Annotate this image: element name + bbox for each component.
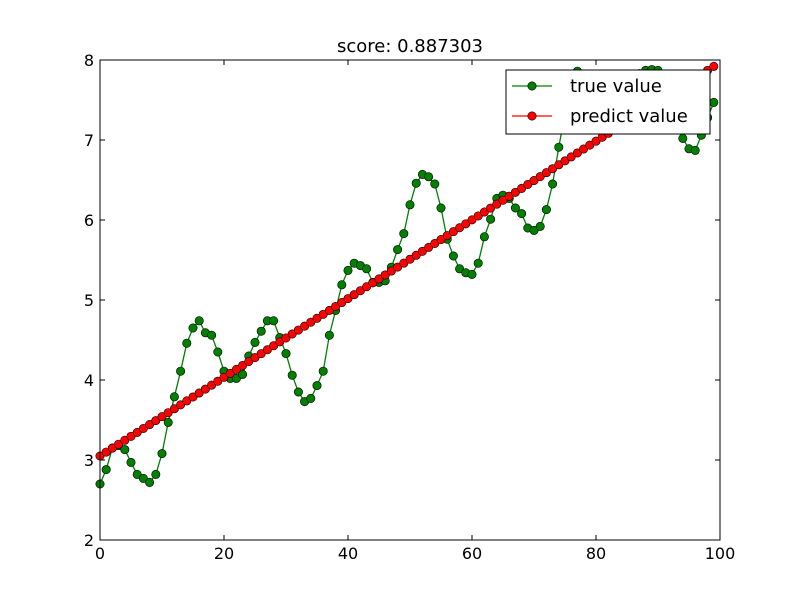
true-value-point	[510, 203, 520, 213]
y-tick-label: 3	[84, 451, 94, 470]
legend-true-marker	[527, 81, 537, 91]
legend-true-label: true value	[570, 76, 662, 97]
true-value-point	[238, 369, 248, 379]
plot-area	[100, 60, 720, 540]
true-value-point	[535, 221, 545, 231]
true-value-point	[479, 232, 489, 242]
y-tick-label: 7	[84, 131, 94, 150]
true-value-point	[678, 133, 688, 143]
y-tick-label: 4	[84, 371, 94, 390]
true-value-point	[709, 97, 719, 107]
true-value-point	[393, 245, 403, 255]
x-tick-label: 80	[586, 544, 606, 563]
true-value-point	[287, 370, 297, 380]
true-value-point	[467, 269, 477, 279]
legend-predict-label: predict value	[570, 106, 688, 127]
true-value-point	[101, 465, 111, 475]
x-tick-label: 60	[462, 544, 482, 563]
y-tick-label: 8	[84, 51, 94, 70]
true-value-point	[362, 264, 372, 274]
true-value-point	[194, 316, 204, 326]
true-value-point	[405, 200, 415, 210]
true-value-point	[169, 392, 179, 402]
true-value-point	[120, 445, 130, 455]
legend: true value predict value	[505, 69, 711, 135]
true-value-point	[517, 209, 527, 219]
true-value-point	[293, 387, 303, 397]
y-tick-label: 2	[84, 531, 94, 550]
true-value-point	[163, 417, 173, 427]
true-value-point	[541, 205, 551, 215]
true-value-point	[318, 366, 328, 376]
true-value-point	[269, 316, 279, 326]
true-value-point	[256, 326, 266, 336]
plot-frame	[99, 59, 721, 541]
x-tick-label: 20	[214, 544, 234, 563]
x-tick-label: 100	[705, 544, 736, 563]
tick-labels: 0 20 40 60 80 100 2 3 4 5 6 7 8	[84, 51, 735, 563]
true-value-point	[548, 179, 558, 189]
true-value-point	[436, 203, 446, 213]
true-value-point	[554, 142, 564, 152]
true-value-point	[176, 366, 186, 376]
true-value-point	[207, 330, 217, 340]
true-value-point	[188, 323, 198, 333]
true-value-point	[182, 338, 192, 348]
true-value-point	[126, 457, 136, 467]
y-tick-label: 5	[84, 291, 94, 310]
y-tick-label: 6	[84, 211, 94, 230]
legend-predict-marker	[527, 111, 537, 121]
true-value-point	[281, 349, 291, 359]
x-tick-label: 0	[95, 544, 105, 563]
true-value-point	[343, 265, 353, 275]
true-value-point	[157, 449, 167, 459]
true-value-point	[213, 347, 223, 357]
predict-value-point	[709, 61, 719, 71]
x-tick-label: 40	[338, 544, 358, 563]
true-value-point	[486, 214, 496, 224]
true-value-point	[399, 229, 409, 239]
true-value-point	[324, 330, 334, 340]
chart-title: score: 0.887303	[337, 36, 483, 57]
true-value-point	[145, 477, 155, 487]
true-value-point	[473, 258, 483, 268]
true-value-point	[151, 469, 161, 479]
true-value-point	[337, 280, 347, 290]
true-value-point	[448, 251, 458, 261]
true-value-point	[250, 337, 260, 347]
true-value-point	[424, 172, 434, 182]
true-value-point	[411, 178, 421, 188]
true-value-point	[312, 381, 322, 391]
true-value-point	[306, 393, 316, 403]
legend-box	[505, 69, 711, 135]
true-value-point	[430, 179, 440, 189]
true-value-point	[690, 145, 700, 155]
